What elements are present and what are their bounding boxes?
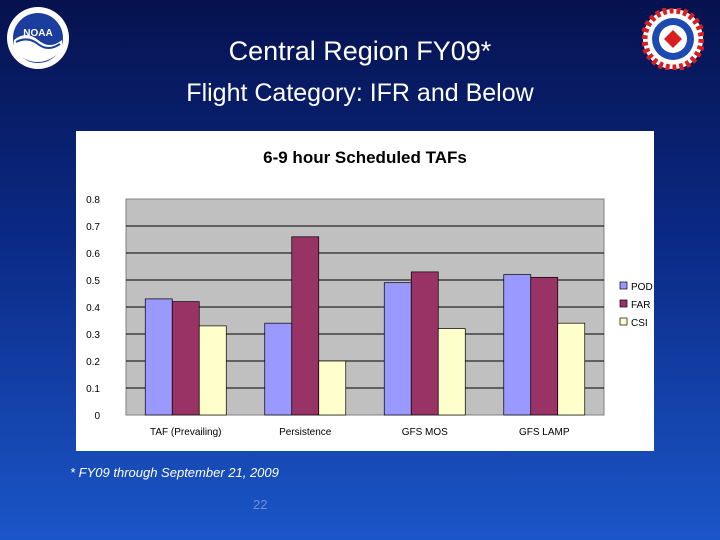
nws-logo (642, 8, 704, 70)
y-tick-label: 0.6 (86, 249, 100, 260)
chart-title: 6-9 hour Scheduled TAFs (263, 148, 467, 167)
y-tick-label: 0.2 (86, 357, 100, 368)
y-tick-label: 0.4 (86, 303, 100, 314)
page-number: 22 (253, 497, 268, 512)
y-tick-label: 0.3 (86, 330, 100, 341)
bar-far (530, 276, 559, 416)
y-tick-label: 0 (94, 411, 100, 422)
bar-pod (383, 282, 412, 416)
y-tick-label: 0.8 (86, 195, 100, 206)
legend-label-far: FAR (631, 300, 650, 311)
bar-far (171, 301, 200, 416)
bar-pod (144, 298, 173, 416)
chart-panel: 6-9 hour Scheduled TAFs 0 0.1 0.2 0.3 0.4 0.5 0… (76, 131, 654, 451)
noaa-logo: NOAA (7, 7, 69, 69)
page-subtitle: Flight Category: IFR and Below (186, 79, 534, 107)
bar-far (410, 271, 439, 416)
bar-csi (318, 360, 347, 416)
x-category-label: GFS LAMP (519, 427, 570, 438)
bar-pod (264, 322, 293, 416)
y-tick-label: 0.7 (86, 222, 100, 233)
x-category-label: TAF (Prevailing) (150, 427, 222, 438)
bar-csi (437, 328, 466, 416)
y-tick-label: 0.1 (86, 384, 100, 395)
bar-far (291, 236, 320, 416)
bar-csi (198, 325, 227, 416)
x-category-label: GFS MOS (402, 427, 448, 438)
footnote: * FY09 through September 21, 2009 (70, 465, 279, 480)
legend-swatch-pod (619, 281, 628, 290)
bar-pod (503, 274, 532, 416)
legend-label-csi: CSI (631, 318, 648, 329)
noaa-logo-text: NOAA (23, 28, 52, 39)
legend-swatch-far (619, 299, 628, 308)
bar-chart: 6-9 hour Scheduled TAFs 0 0.1 0.2 0.3 0.4 0.5 0… (86, 148, 653, 438)
y-tick-label: 0.5 (86, 276, 100, 287)
legend-label-pod: POD (631, 282, 653, 293)
x-category-label: Persistence (279, 427, 332, 438)
page-title: Central Region FY09* (228, 36, 492, 66)
bar-csi (557, 322, 586, 416)
legend-swatch-csi (619, 317, 628, 326)
